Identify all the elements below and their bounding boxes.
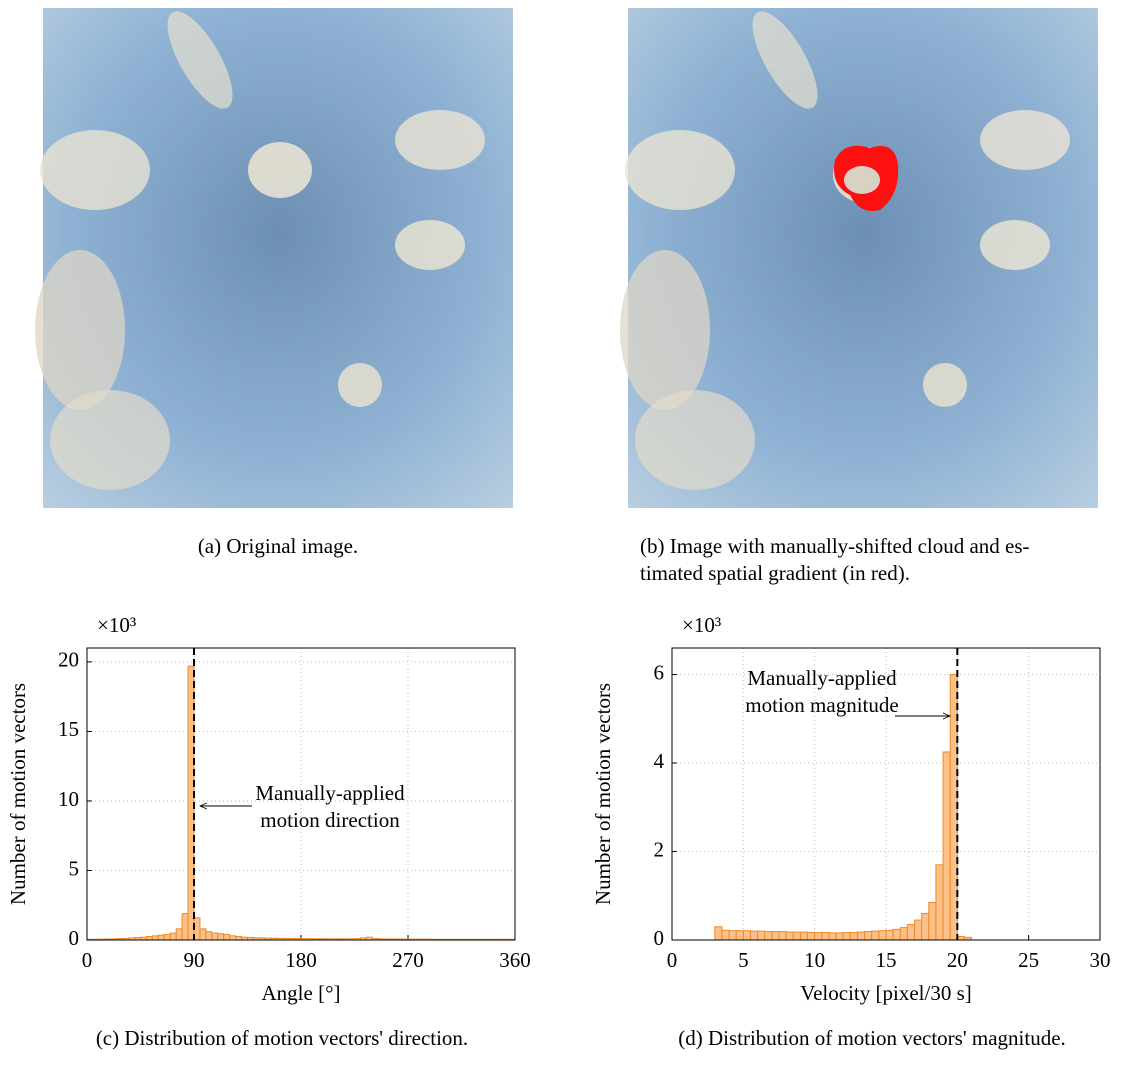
y-tick-label: 0	[654, 926, 665, 950]
y-tick-label: 10	[58, 787, 79, 811]
bar	[871, 930, 880, 941]
bar	[157, 934, 165, 941]
bar	[749, 930, 759, 941]
annotation: motion magnitude	[745, 693, 898, 717]
bar	[942, 751, 951, 941]
bar	[792, 931, 801, 941]
bar	[211, 932, 219, 941]
y-tick-label: 6	[654, 660, 665, 684]
bar	[842, 931, 851, 941]
x-axis-label: Angle [°]	[262, 981, 341, 1005]
image-a	[35, 8, 513, 508]
y-tick-label: 4	[654, 749, 665, 773]
x-tick-label: 360	[499, 948, 531, 972]
bar	[771, 931, 780, 941]
bar	[163, 933, 171, 941]
bar	[835, 932, 844, 941]
y-tick-label: 5	[69, 856, 80, 880]
y-tick-label: 20	[58, 648, 79, 672]
x-tick-label: 10	[804, 948, 825, 972]
bar	[181, 913, 189, 941]
annotation: motion direction	[260, 808, 400, 832]
bar	[217, 933, 225, 941]
bar	[785, 931, 794, 941]
x-tick-label: 25	[1018, 948, 1039, 972]
y-tick-label: 0	[69, 926, 80, 950]
caption: (d) Distribution of motion vectors' magn…	[678, 1026, 1066, 1050]
bar	[169, 932, 177, 941]
bar	[764, 931, 773, 941]
x-axis-label: Velocity [pixel/30 s]	[800, 981, 971, 1005]
y-tick-label: 2	[654, 837, 665, 861]
bar	[885, 929, 894, 941]
bar	[949, 674, 958, 941]
bar	[821, 931, 830, 941]
x-tick-label: 270	[392, 948, 424, 972]
bar	[814, 931, 823, 941]
caption: (a) Original image.	[198, 534, 358, 558]
x-tick-label: 20	[947, 948, 968, 972]
bar	[856, 931, 866, 941]
bar	[899, 927, 908, 941]
x-tick-label: 15	[876, 948, 897, 972]
bar	[229, 935, 237, 941]
bar	[735, 930, 744, 941]
bar	[205, 931, 213, 941]
y-tick-label: 15	[58, 717, 79, 741]
bar	[175, 928, 183, 941]
caption: timated spatial gradient (in red).	[640, 561, 910, 585]
bar	[223, 933, 231, 941]
bar	[199, 928, 207, 941]
bar	[956, 935, 965, 941]
x-tick-label: 30	[1090, 948, 1111, 972]
y-axis-label: Number of motion vectors	[6, 683, 30, 905]
x-tick-label: 0	[82, 948, 93, 972]
annotation: Manually-applied	[255, 781, 405, 805]
bar	[145, 936, 153, 941]
bar	[807, 931, 816, 941]
bar	[928, 901, 937, 941]
bar	[828, 932, 837, 941]
bar	[906, 924, 916, 941]
y-scale-label: ×10³	[97, 613, 136, 637]
bar	[849, 931, 858, 941]
bar	[892, 928, 901, 941]
bar	[742, 930, 751, 941]
bar	[721, 929, 730, 941]
bar	[714, 926, 723, 941]
x-tick-label: 0	[667, 948, 678, 972]
y-scale-label: ×10³	[682, 613, 721, 637]
bar	[864, 931, 873, 941]
x-tick-label: 5	[738, 948, 749, 972]
bar	[728, 930, 737, 941]
bar	[914, 919, 923, 941]
plot-frame	[671, 647, 1101, 941]
bar	[757, 930, 766, 941]
bar	[878, 930, 887, 941]
bar	[235, 936, 243, 941]
y-axis-label: Number of motion vectors	[591, 683, 615, 905]
caption: (c) Distribution of motion vectors' dire…	[96, 1026, 468, 1050]
bar	[935, 864, 944, 941]
image-b	[620, 8, 1098, 508]
bar	[921, 912, 930, 941]
bar	[778, 931, 787, 941]
x-tick-label: 90	[184, 948, 205, 972]
x-tick-label: 180	[285, 948, 317, 972]
annotation: Manually-applied	[747, 666, 897, 690]
caption: (b) Image with manually-shifted cloud an…	[640, 534, 1030, 558]
bar	[151, 935, 159, 941]
bar	[799, 931, 809, 941]
plot-frame	[86, 647, 516, 941]
